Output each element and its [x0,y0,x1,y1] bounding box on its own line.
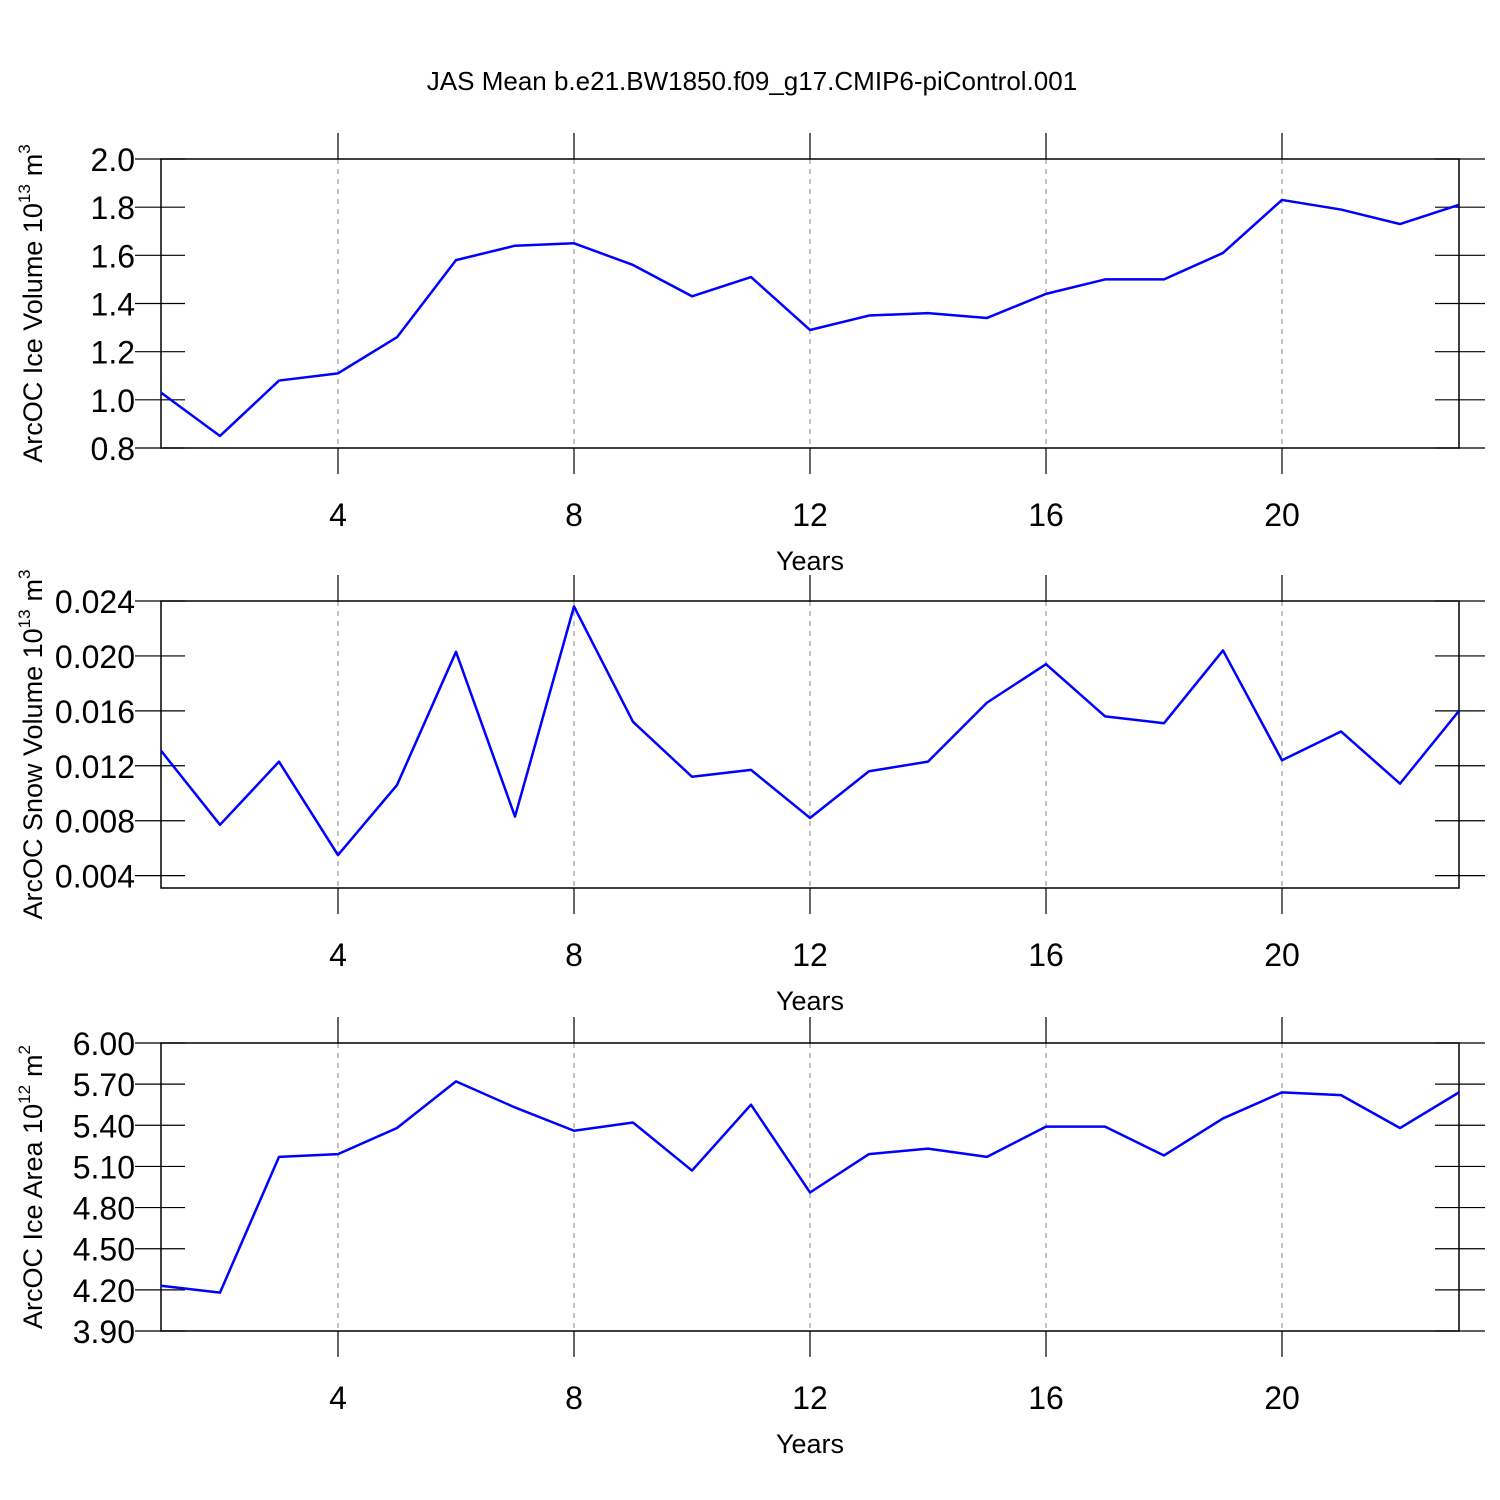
y-axis-label-part: 2 [15,1045,34,1054]
y-tick-label: 5.10 [73,1149,135,1185]
y-tick-label: 0.020 [55,639,135,675]
x-tick-label: 16 [1028,937,1064,973]
data-line [160,198,1460,438]
x-axis-label: Years [776,1429,844,1459]
y-tick-label: 6.00 [73,1026,135,1062]
plot-frame [160,1042,1460,1332]
y-tick-label: 0.012 [55,749,135,785]
y-axis-label-part: m [18,154,48,177]
plot-frame [160,600,1460,889]
y-axis-label-part: ArcOC Ice Area 10 [18,1104,48,1329]
y-tick-label: 0.8 [91,431,135,467]
y-axis-label: ArcOC Ice Volume 1013 m3 [15,144,48,463]
y-tick-label: 0.008 [55,804,135,840]
y-tick-label: 1.4 [91,287,135,323]
y-tick-label: 4.20 [73,1273,135,1309]
x-tick-label: 16 [1028,497,1064,533]
x-axis-label: Years [776,986,844,1016]
y-axis-label-part: 13 [15,184,34,203]
y-tick-label: 1.6 [91,238,135,274]
x-tick-label: 16 [1028,1380,1064,1416]
y-tick-label: 1.2 [91,335,135,371]
x-axis-label: Years [776,546,844,576]
data-line [160,605,1460,857]
y-axis-label-part: ArcOC Ice Volume 10 [18,203,48,463]
y-axis-label-part: m [18,579,48,602]
x-tick-label: 12 [792,1380,828,1416]
x-tick-label: 8 [565,497,583,533]
y-tick-label: 5.70 [73,1067,135,1103]
y-axis-label-part: ArcOC Snow Volume 10 [18,628,48,919]
x-tick-label: 8 [565,937,583,973]
chart-title: JAS Mean b.e21.BW1850.f09_g17.CMIP6-piCo… [427,66,1077,96]
y-axis-label-part: 13 [15,609,34,628]
x-tick-label: 20 [1264,1380,1300,1416]
y-axis-label-part: 3 [15,569,34,578]
y-axis-label: ArcOC Snow Volume 1013 m3 [15,569,48,919]
y-tick-label: 2.0 [91,142,135,178]
y-tick-label: 4.50 [73,1232,135,1268]
x-tick-label: 4 [329,937,347,973]
x-tick-label: 4 [329,1380,347,1416]
x-tick-label: 12 [792,937,828,973]
plot-frame [160,158,1460,449]
y-tick-label: 3.90 [73,1314,135,1350]
data-line [160,1080,1460,1294]
y-axis-label: ArcOC Ice Area 1012 m2 [15,1045,48,1329]
y-tick-label: 4.80 [73,1191,135,1227]
x-tick-label: 4 [329,497,347,533]
y-tick-label: 0.004 [55,859,135,895]
y-tick-label: 5.40 [73,1108,135,1144]
y-axis-label-part: 3 [15,144,34,153]
y-axis-label-part: m [18,1054,48,1077]
y-tick-label: 0.016 [55,694,135,730]
y-tick-label: 1.8 [91,190,135,226]
x-tick-label: 8 [565,1380,583,1416]
x-tick-label: 20 [1264,497,1300,533]
x-tick-label: 20 [1264,937,1300,973]
y-tick-label: 1.0 [91,383,135,419]
y-axis-label-part: 12 [15,1085,34,1104]
y-tick-label: 0.024 [55,584,135,620]
x-tick-label: 12 [792,497,828,533]
